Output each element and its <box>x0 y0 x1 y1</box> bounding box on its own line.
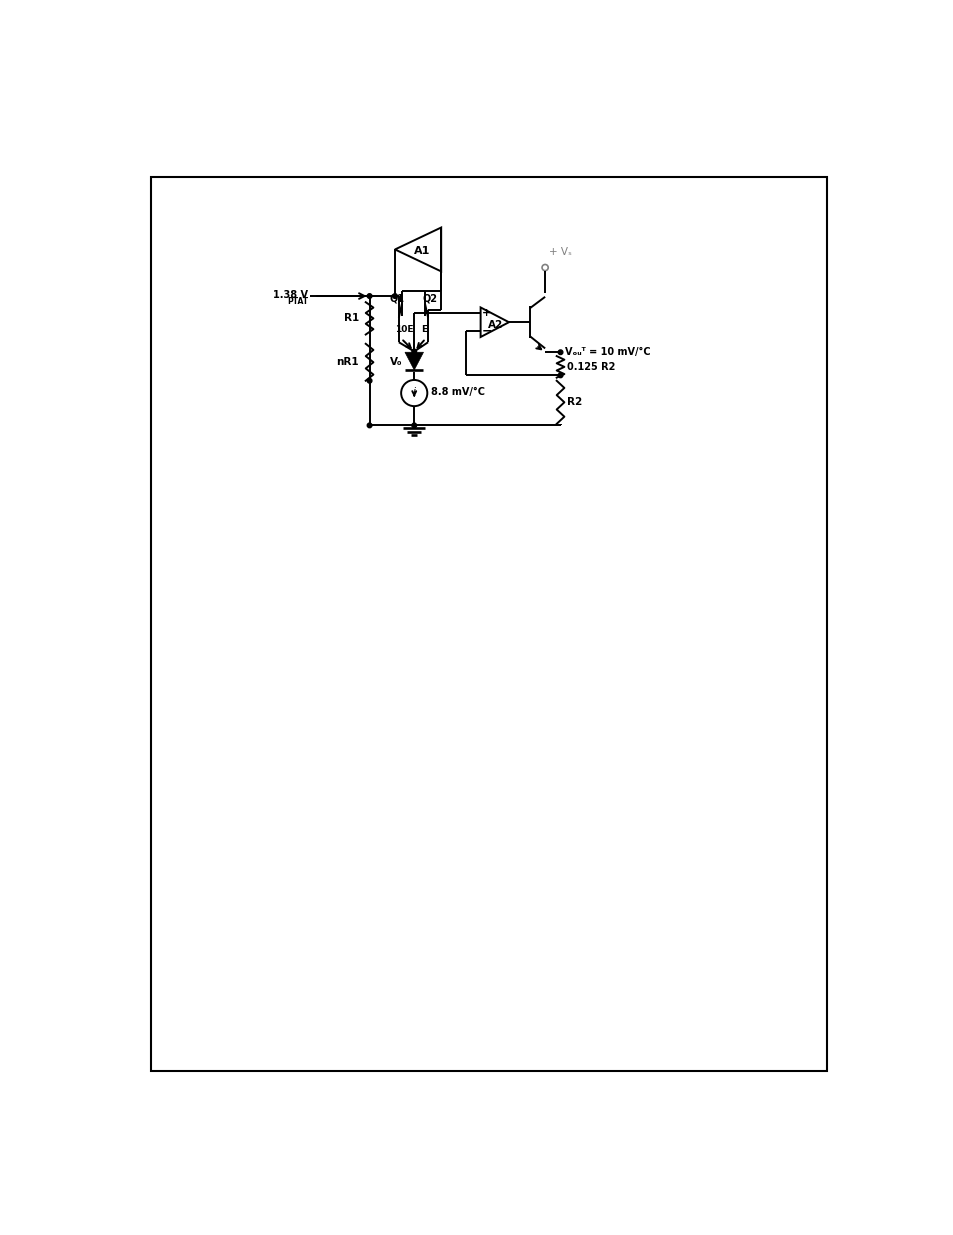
Circle shape <box>558 350 562 354</box>
Text: E: E <box>420 325 427 333</box>
Text: R2: R2 <box>566 398 581 408</box>
Text: 0.125 R2: 0.125 R2 <box>566 362 615 372</box>
Circle shape <box>558 373 562 378</box>
Text: +: + <box>481 308 491 317</box>
Text: A1: A1 <box>414 246 430 256</box>
Circle shape <box>412 424 416 427</box>
Circle shape <box>367 424 372 427</box>
Circle shape <box>393 294 396 299</box>
Text: Q1: Q1 <box>390 294 404 304</box>
Text: Q2: Q2 <box>421 294 436 304</box>
Circle shape <box>367 378 372 383</box>
Text: nR1: nR1 <box>335 357 358 367</box>
Text: 1.38 V: 1.38 V <box>273 290 308 300</box>
FancyBboxPatch shape <box>151 178 826 1071</box>
Text: 10E: 10E <box>395 325 413 333</box>
Text: Vₒᵤᵀ = 10 mV/°C: Vₒᵤᵀ = 10 mV/°C <box>564 347 650 357</box>
Circle shape <box>412 350 416 353</box>
Text: + Vₛ: + Vₛ <box>548 247 571 257</box>
Text: PTAT: PTAT <box>287 296 308 306</box>
Text: i: i <box>413 387 416 396</box>
Text: 8.8 mV/°C: 8.8 mV/°C <box>431 387 485 396</box>
Text: −: − <box>481 325 492 338</box>
Polygon shape <box>405 352 423 370</box>
Circle shape <box>367 294 372 299</box>
Text: V₀: V₀ <box>390 357 402 367</box>
Text: A2: A2 <box>487 320 502 330</box>
Text: R1: R1 <box>343 314 358 324</box>
